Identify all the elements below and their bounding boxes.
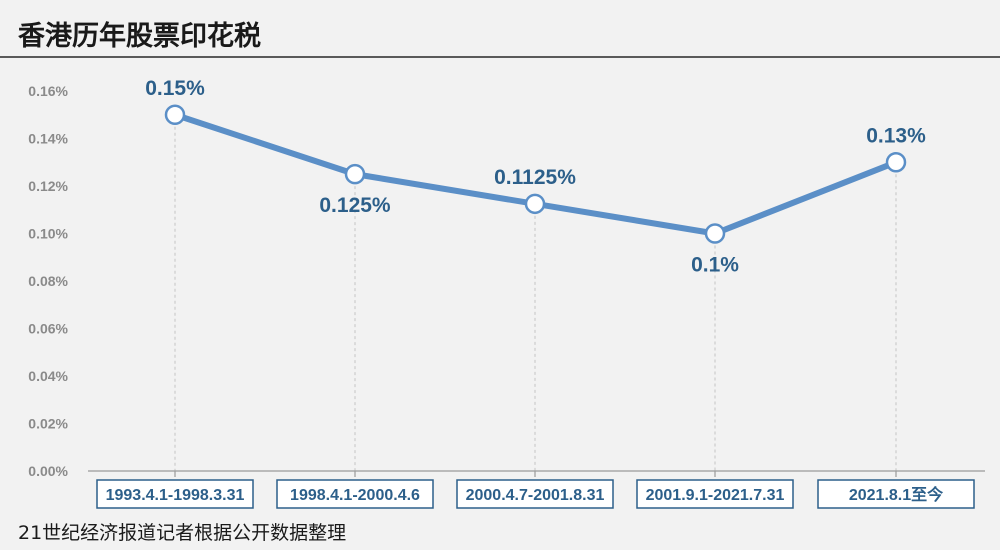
data-label: 0.15% <box>145 77 205 100</box>
y-tick-label: 0.12% <box>28 178 68 194</box>
x-tick-label: 2000.4.7-2001.8.31 <box>466 487 605 504</box>
x-tick-label: 1998.4.1-2000.4.6 <box>290 487 420 504</box>
y-tick-label: 0.02% <box>28 416 68 432</box>
x-tick-label: 1993.4.1-1998.3.31 <box>106 487 245 504</box>
data-label: 0.125% <box>319 194 391 217</box>
x-tick-box <box>276 479 434 509</box>
data-point <box>704 223 726 244</box>
data-point <box>344 163 366 185</box>
data-point <box>885 152 907 173</box>
line-chart: 0.00% 0.02% 0.04% 0.06% 0.08% 0.10% 0.12% 0.14%… <box>28 77 985 509</box>
data-label: 0.1% <box>691 254 739 277</box>
y-tick-label: 0.08% <box>28 273 68 289</box>
y-tick-label: 0.04% <box>28 368 68 384</box>
y-tick-label: 0.16% <box>28 83 68 99</box>
y-tick-label: 0.10% <box>28 226 68 242</box>
x-tick-box <box>96 479 254 509</box>
x-tick-label: 2021.8.1至今 <box>849 485 943 504</box>
data-label: 0.1125% <box>494 166 576 189</box>
data-point <box>164 104 186 125</box>
y-tick-label: 0.14% <box>28 131 68 147</box>
title-divider <box>0 56 1000 58</box>
x-tick-box <box>817 479 975 509</box>
page-title: 香港历年股票印花税 <box>18 21 261 52</box>
x-tick-box <box>456 479 614 509</box>
x-tick-label: 2001.9.1-2021.7.31 <box>646 487 785 504</box>
y-tick-label: 0.06% <box>28 321 68 337</box>
x-tick-box <box>636 479 794 509</box>
data-label: 0.13% <box>866 124 926 147</box>
data-point <box>524 193 546 215</box>
y-tick-label: 0.00% <box>28 463 68 479</box>
source-note: 21世纪经济报道记者根据公开数据整理 <box>18 522 347 544</box>
